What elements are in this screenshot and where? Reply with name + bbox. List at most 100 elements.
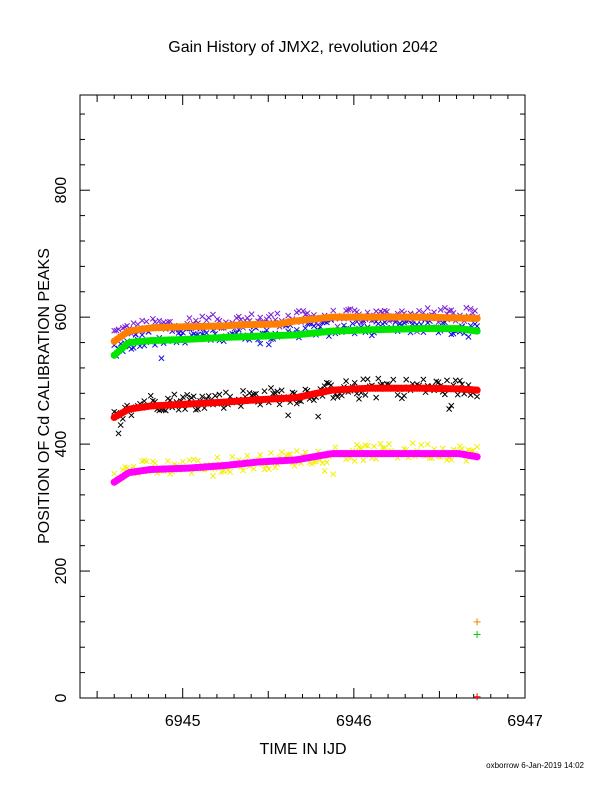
scatter-point: [467, 305, 474, 312]
scatter-point: [179, 394, 186, 401]
scatter-point: [268, 449, 274, 456]
scatter-point: [448, 402, 455, 409]
scatter-point: [403, 376, 410, 383]
scatter-point: [364, 442, 371, 449]
x-tick-label: 6945: [165, 713, 201, 730]
scatter-point: [143, 318, 150, 325]
scatter-point: [272, 464, 279, 471]
scatter-point: [381, 444, 388, 451]
scatter-point: [454, 391, 461, 398]
scatter-point: [302, 449, 309, 456]
scatter-point: [278, 387, 285, 394]
scatter-point: [141, 398, 148, 405]
scatter-point: [448, 456, 455, 463]
scatter-point: [420, 376, 427, 383]
scatter-point: [441, 391, 448, 398]
scatter-point: [474, 443, 481, 450]
series-5: [110, 324, 481, 359]
scatter-point: [446, 406, 453, 412]
scatter-point: [321, 467, 328, 474]
plot-area: 6945 6946 6947 0 200 400 600 800: [53, 94, 543, 730]
scatter-point: [179, 458, 186, 465]
scatter-point: [195, 457, 201, 464]
scatter-point: [302, 325, 309, 332]
scatter-point: [351, 457, 358, 464]
scatter-point: [319, 460, 326, 467]
scatter-point: [190, 393, 197, 400]
scatter-point: [268, 385, 274, 391]
x-tick-label: 6947: [507, 713, 543, 730]
y-axis-label: POSITION OF Cd CALIBRATION PEAKS: [36, 248, 53, 544]
scatter-point: [278, 449, 285, 456]
scatter-point: [386, 441, 393, 448]
scatter-point: [285, 312, 292, 319]
scatter-point: [139, 331, 146, 338]
scatter-point: [130, 344, 137, 351]
isolated-point: [473, 631, 481, 639]
series-6: [110, 384, 481, 422]
scatter-point: [190, 456, 197, 463]
scatter-point: [356, 395, 362, 402]
scatter-point: [347, 306, 354, 312]
scatter-point: [265, 341, 272, 348]
scatter-point: [394, 391, 401, 398]
scatter-point: [212, 392, 219, 399]
axis-tick-labels: 6945 6946 6947 0 200 400 600 800: [53, 177, 543, 730]
scatter-point: [235, 313, 242, 320]
scatter-point: [216, 317, 223, 324]
scatter-point: [268, 311, 274, 318]
scatter-point: [343, 378, 350, 385]
scatter-point: [244, 452, 251, 459]
scatter-point: [338, 392, 345, 399]
scatter-point: [360, 457, 367, 464]
scatter-point: [111, 470, 118, 477]
scatter-point: [343, 456, 350, 463]
scatter-point: [171, 391, 178, 398]
scatter-point: [152, 319, 158, 325]
scatter-point: [205, 393, 212, 399]
scatter-point: [293, 448, 300, 454]
scatter-point: [164, 319, 171, 325]
scatter-point: [456, 377, 463, 384]
y-tick-label: 600: [53, 304, 70, 331]
scatter-point: [364, 376, 371, 383]
scatter-point: [220, 405, 227, 412]
scatter-point: [195, 406, 201, 413]
scatter-point: [401, 392, 408, 399]
scatter-point: [310, 397, 317, 404]
scatter-point: [465, 333, 472, 340]
scatter-point: [315, 413, 322, 420]
trend-point: [473, 386, 481, 394]
isolated-point: [473, 693, 481, 701]
scatter-point: [158, 355, 165, 362]
scatter-point: [416, 307, 423, 314]
y-tick-label: 800: [53, 177, 70, 204]
scatter-point: [351, 379, 358, 386]
scatter-point: [164, 458, 171, 465]
scatter-point: [250, 391, 257, 398]
scatter-point: [424, 441, 431, 448]
trend-point: [473, 327, 481, 335]
chart-title: Gain History of JMX2, revolution 2042: [168, 39, 438, 56]
isolated-points: [473, 618, 481, 701]
scatter-point: [210, 311, 216, 318]
scatter-point: [444, 377, 450, 384]
scatter-point: [293, 400, 300, 407]
y-tick-label: 0: [53, 693, 70, 702]
scatter-point: [115, 430, 122, 437]
scatter-point: [252, 390, 259, 397]
scatter-point: [257, 314, 264, 321]
scatter-point: [330, 471, 337, 478]
scatter-point: [184, 391, 191, 398]
scatter-point: [274, 310, 281, 317]
scatter-point: [332, 444, 339, 451]
trend-point: [473, 314, 481, 323]
scatter-point: [371, 443, 377, 450]
scatter-point: [409, 440, 416, 447]
y-tick-label: 200: [53, 558, 70, 585]
scatter-point: [390, 376, 397, 383]
scatter-point: [295, 307, 302, 314]
scatter-point: [287, 451, 294, 458]
series-4: [110, 313, 481, 345]
